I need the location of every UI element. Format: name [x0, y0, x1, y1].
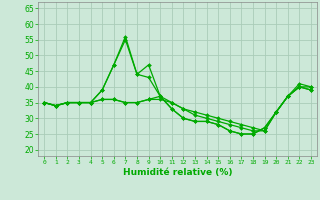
X-axis label: Humidité relative (%): Humidité relative (%): [123, 168, 232, 177]
